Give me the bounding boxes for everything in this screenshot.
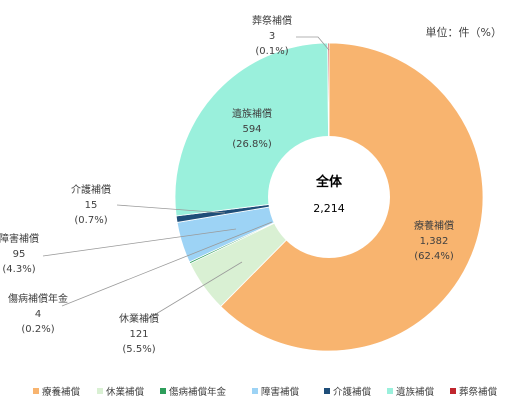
slice-3-leader-line: [61, 221, 273, 307]
slice-5-value-label: 15: [85, 200, 98, 211]
slice-5-legend-swatch: [324, 388, 330, 394]
slice-4-value-label: 95: [13, 249, 26, 260]
slice-6-percent-label: (26.8%): [232, 139, 272, 150]
slice-7-leader-line: [296, 36, 330, 51]
slice-6-value-label: 594: [242, 124, 261, 135]
slice-2-legend-label: 休業補償: [106, 386, 145, 398]
slice-5-name-label: 介護補償: [71, 183, 111, 196]
slice-1-legend-label: 療養補償: [42, 386, 81, 398]
slice-5-leader-line: [116, 204, 226, 214]
slice-3-legend-swatch: [160, 388, 166, 394]
slice-3-name-label: 傷病補償年金: [8, 292, 68, 305]
slice-1-name-label: 療養補償: [414, 219, 454, 232]
slice-4-legend-swatch: [252, 388, 258, 394]
slice-4-name-label: 障害補償: [0, 232, 39, 245]
unit-label: 単位：件（%）: [426, 25, 502, 39]
slice-2-value-label: 121: [129, 329, 148, 340]
slice-3-value-label: 4: [35, 309, 41, 320]
slice-2-leader-line: [145, 261, 243, 321]
slice-3-legend-label: 傷病補償年金: [169, 386, 227, 398]
slice-6-name-label: 遺族補償: [232, 107, 272, 120]
slice-7-value-label: 3: [269, 31, 275, 42]
center-total: 2,214: [313, 202, 345, 215]
slice-4-legend-label: 障害補償: [261, 386, 300, 398]
slice-3-percent-label: (0.2%): [21, 324, 54, 335]
slice-4-leader-line: [42, 228, 237, 257]
slice-5-percent-label: (0.7%): [74, 215, 107, 226]
slice-2-percent-label: (5.5%): [122, 344, 155, 355]
leader-lines: [42, 36, 330, 321]
slice-2-name-label: 休業補償: [119, 312, 159, 325]
slice-6-legend-swatch: [387, 388, 393, 394]
slice-1-legend-swatch: [33, 388, 39, 394]
slice-6-legend-label: 遺族補償: [396, 386, 435, 398]
slice-1-value-label: 1,382: [420, 236, 449, 247]
slice-2-legend-swatch: [97, 388, 103, 394]
center-title: 全体: [315, 174, 343, 190]
slice-1-percent-label: (62.4%): [414, 251, 454, 262]
donut-hole: [268, 136, 390, 258]
slice-5-legend-label: 介護補償: [333, 386, 372, 398]
slice-7-name-label: 葬祭補償: [252, 14, 292, 27]
slice-4-percent-label: (4.3%): [2, 264, 35, 275]
slice-7-legend-swatch: [450, 388, 456, 394]
data-labels: 療養補償 1,382 (62.4%) 休業補償 121 (5.5%) 傷病補償年金 4 (0.2…: [0, 14, 454, 355]
legend: 療養補償 休業補償 傷病補償年金 障害補償 介護補償 遺族補償 葬祭補償: [33, 386, 498, 398]
slice-7-percent-label: (0.1%): [255, 46, 288, 57]
slice-7-legend-label: 葬祭補償: [459, 386, 498, 398]
